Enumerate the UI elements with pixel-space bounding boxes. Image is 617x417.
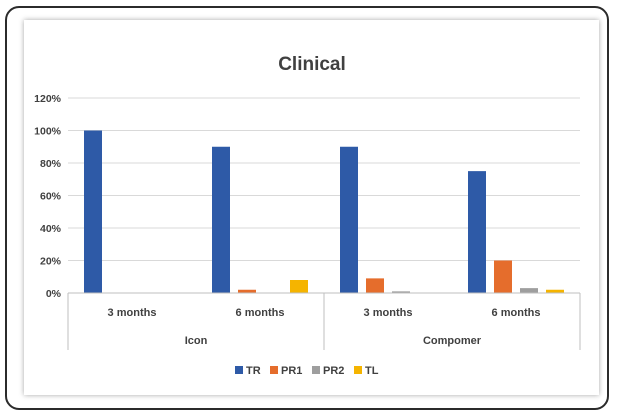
- chart-panel: [24, 20, 599, 395]
- bar-pr1-4: [494, 260, 512, 293]
- legend-label: TR: [246, 365, 261, 377]
- bar-tr-1: [84, 130, 102, 293]
- bar-pr2-3: [392, 291, 410, 293]
- legend-label: PR2: [323, 365, 344, 377]
- legend-label: PR1: [281, 365, 302, 377]
- x-axis: 3 months 6 months 3 months 6 months Icon Comp…: [67, 292, 581, 350]
- y-tick-label: 20%: [40, 256, 62, 268]
- legend-swatch-tl: [354, 366, 362, 374]
- legend-label: TL: [365, 365, 379, 377]
- y-tick-label: 80%: [40, 158, 62, 170]
- y-tick-label: 120%: [34, 93, 62, 105]
- bar-pr1-2: [238, 289, 256, 293]
- legend-swatch-pr2: [312, 366, 320, 374]
- x-group-label: Icon: [185, 335, 208, 347]
- y-tick-label: 60%: [40, 191, 62, 203]
- legend-swatch-pr1: [270, 366, 278, 374]
- x-tick-label: 6 months: [492, 307, 541, 319]
- bar-tr-2: [212, 146, 230, 293]
- bars: [84, 130, 564, 293]
- legend: TR PR1 PR2 TL: [235, 365, 379, 377]
- x-group-label: Compomer: [423, 335, 482, 347]
- bar-tl-4: [546, 289, 564, 293]
- gridlines: [68, 97, 580, 261]
- y-tick-label: 0%: [46, 288, 62, 300]
- bar-pr2-4: [520, 288, 538, 293]
- legend-swatch-tr: [235, 366, 243, 374]
- y-axis-ticks: 0% 20% 40% 60% 80% 100% 120%: [34, 93, 62, 300]
- bar-tr-4: [468, 171, 486, 293]
- y-tick-label: 100%: [34, 126, 62, 138]
- bar-tl-2: [290, 280, 308, 293]
- x-tick-label: 3 months: [364, 307, 413, 319]
- bar-pr1-3: [366, 278, 384, 293]
- y-tick-label: 40%: [40, 223, 62, 235]
- x-tick-label: 6 months: [236, 307, 285, 319]
- chart-title: Clinical: [278, 54, 346, 75]
- x-tick-label: 3 months: [108, 307, 157, 319]
- bar-tr-3: [340, 146, 358, 293]
